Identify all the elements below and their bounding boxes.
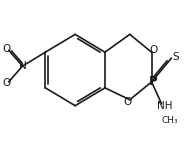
Text: O: O bbox=[124, 97, 132, 107]
Text: NH: NH bbox=[157, 100, 173, 111]
Text: N: N bbox=[19, 61, 26, 71]
Text: O: O bbox=[2, 44, 10, 54]
Text: CH₃: CH₃ bbox=[161, 116, 178, 125]
Text: P: P bbox=[149, 74, 157, 87]
Text: O: O bbox=[149, 45, 157, 55]
Text: S: S bbox=[172, 52, 179, 62]
Text: O: O bbox=[2, 78, 10, 88]
